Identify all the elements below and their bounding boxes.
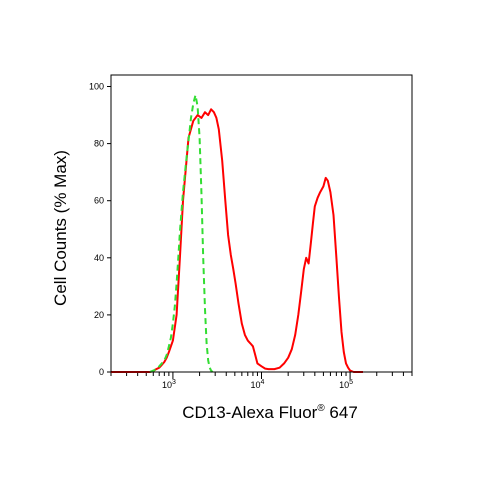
histogram-series <box>111 94 363 373</box>
y-tick-label: 40 <box>94 253 104 263</box>
x-axis-title: CD13-Alexa Fluor® 647 <box>182 403 358 422</box>
plot-frame <box>110 74 413 373</box>
x-axis-title-main: CD13-Alexa Fluor <box>182 403 317 422</box>
red-histogram-line <box>111 108 363 373</box>
y-tick-label: 100 <box>89 82 104 92</box>
y-axis-title: Cell Counts (% Max) <box>51 150 70 306</box>
y-tick-label: 80 <box>94 139 104 149</box>
x-axis-ticks: 103 104 105 <box>110 372 413 390</box>
y-tick-label: 0 <box>99 367 104 377</box>
x-axis-title-suffix: 647 <box>325 403 358 422</box>
x-tick-label: 103 <box>162 379 176 390</box>
y-tick-label: 20 <box>94 310 104 320</box>
y-axis-ticks: 0 20 40 60 80 100 <box>89 82 111 377</box>
x-axis-title-superscript: ® <box>317 403 325 414</box>
x-tick-label: 104 <box>251 379 265 390</box>
green-dashed-histogram-line <box>149 94 214 373</box>
x-tick-label: 105 <box>339 379 353 390</box>
y-tick-label: 60 <box>94 196 104 206</box>
